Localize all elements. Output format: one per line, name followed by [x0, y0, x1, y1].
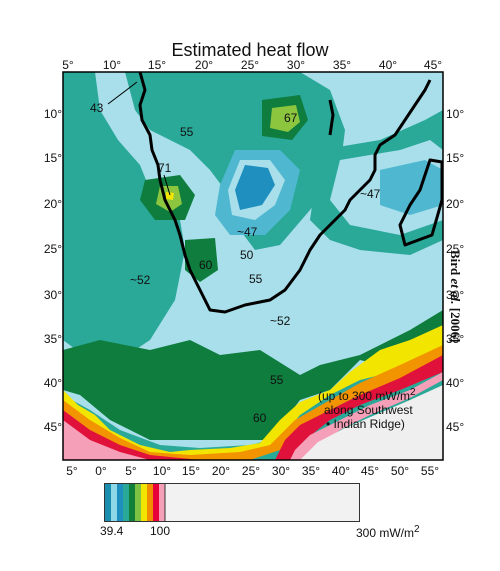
map-label-43: 43: [90, 101, 104, 115]
bottom-tick-20: 20°: [211, 464, 231, 478]
top-tick-35: 35°: [332, 58, 352, 72]
map-label-50: 50: [240, 248, 254, 262]
right-tick-35: 35°: [446, 332, 465, 346]
top-tick-25: 25°: [240, 58, 260, 72]
map-label-55-ocean: 55: [270, 373, 284, 387]
top-tick-45: 45°: [423, 58, 443, 72]
right-tick-20: 20°: [446, 197, 465, 211]
credit-year: [2006]: [448, 307, 463, 343]
top-tick-30: 30°: [286, 58, 306, 72]
bottom-tick-5w: 5°: [66, 464, 78, 478]
legend-swatch-8: [153, 484, 159, 521]
bottom-tick-30: 30°: [271, 464, 291, 478]
blue-center-region: [235, 165, 275, 210]
bottom-tick-55: 55°: [420, 464, 440, 478]
tick-marks: [62, 72, 444, 460]
credit-author: Bird: [448, 250, 463, 276]
legend-swatch-0: [105, 484, 111, 521]
right-tick-25: 25°: [446, 242, 465, 256]
credit-citation: Bird et al. [2006]: [447, 250, 463, 342]
ridge-note-sup: 2: [410, 387, 416, 398]
teal-west-region: [63, 72, 185, 360]
map-label-55-north: 55: [180, 125, 194, 139]
legend-max-text: 300 mW/m: [356, 526, 415, 540]
legend-swatch-2: [117, 484, 123, 521]
bottom-tick-0: 0°: [95, 464, 107, 478]
legend-swatch-3: [123, 484, 129, 521]
left-tick-20: 20°: [43, 197, 62, 211]
top-tick-40: 40°: [378, 58, 398, 72]
right-tick-45: 45°: [446, 420, 465, 434]
map-label-47-east: ~47: [360, 187, 381, 201]
light-top-right: [330, 72, 443, 112]
left-tick-15: 15°: [43, 151, 62, 165]
dark-green-south-band: [63, 310, 443, 440]
madagascar-outline: [398, 158, 443, 247]
left-tick-35: 35°: [43, 332, 62, 346]
map-label-55-south: 55: [249, 272, 263, 286]
legend-swatch-7: [147, 484, 153, 521]
bottom-tick-25: 25°: [241, 464, 261, 478]
ridge-note-line3: Indian Ridge): [333, 417, 405, 431]
right-tick-10: 10°: [446, 107, 465, 121]
bottom-tick-5: 5°: [125, 464, 137, 478]
legend-min-label: 39.4: [100, 524, 124, 538]
map-label-60-inland: 60: [199, 258, 213, 272]
left-tick-30: 30°: [43, 288, 62, 302]
pink-band: [63, 372, 443, 460]
bottom-tick-10: 10°: [152, 464, 172, 478]
right-tick-40: 40°: [446, 376, 465, 390]
right-tick-15: 15°: [446, 151, 465, 165]
label-71-leader: [163, 174, 171, 196]
left-tick-25: 25°: [43, 242, 62, 256]
bottom-tick-40: 40°: [331, 464, 351, 478]
credit-etal: et al.: [448, 278, 463, 305]
bottom-tick-15: 15°: [181, 464, 201, 478]
left-tick-45: 45°: [43, 420, 62, 434]
map-label-52-west: ~52: [130, 273, 151, 287]
map-frame: [62, 71, 444, 461]
map-label-60-ocean: 60: [253, 411, 267, 425]
gray-high-region: [300, 385, 443, 460]
bottom-tick-45: 45°: [360, 464, 380, 478]
legend-swatch-4: [129, 484, 135, 521]
ridge-bullet-icon: •: [326, 417, 331, 431]
bottom-tick-50: 50°: [390, 464, 410, 478]
ridge-note: (up to 300 mW/m2 along Southwest • India…: [318, 386, 416, 431]
cyan-east-region: [380, 160, 443, 215]
legend-swatch-9: [159, 484, 165, 521]
bottom-tick-35: 35°: [301, 464, 321, 478]
ridge-note-line2: along Southwest: [324, 403, 413, 417]
legend-mid-label: 100: [150, 524, 171, 538]
legend-max-sup: 2: [414, 524, 420, 535]
legend-swatch-5: [135, 484, 141, 521]
yellow-71-spot: [166, 192, 174, 200]
top-tick-20: 20°: [194, 58, 214, 72]
map-label-71: 71: [158, 161, 172, 175]
map-label-52-southeast: ~52: [270, 314, 291, 328]
top-tick-10: 10°: [102, 58, 122, 72]
lime-67-spot: [270, 105, 300, 132]
ridge-note-line1: (up to 300 mW/m: [318, 389, 411, 403]
label-43-leader: [107, 81, 138, 105]
left-tick-10: 10°: [43, 107, 62, 121]
legend-max-label: 300 mW/m2: [356, 524, 420, 540]
legend-swatches: [105, 484, 166, 521]
top-tick-15: 15°: [147, 58, 167, 72]
right-tick-30: 30°: [446, 288, 465, 302]
legend-swatch-1: [111, 484, 117, 521]
map-title: Estimated heat flow: [171, 40, 329, 60]
map-label-67: 67: [284, 111, 298, 125]
green-60-spot: [185, 238, 218, 282]
lake-outline: [328, 99, 335, 136]
africa-coastline: [138, 72, 432, 314]
legend-colorbar: [104, 483, 360, 522]
map-label-47-center: ~47: [237, 225, 258, 239]
legend-swatch-6: [141, 484, 147, 521]
left-tick-40: 40°: [43, 376, 62, 390]
top-tick-5: 5°: [62, 58, 74, 72]
